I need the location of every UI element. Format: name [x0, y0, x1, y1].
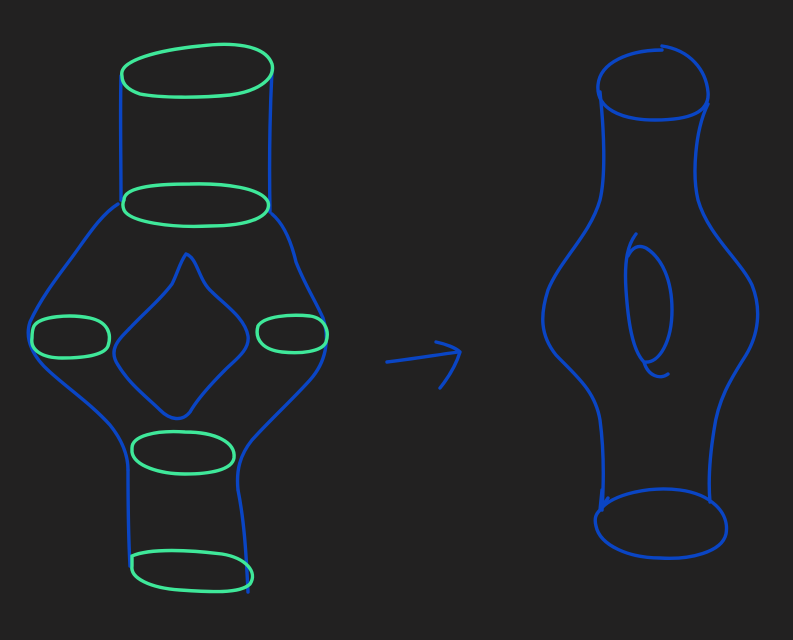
top-cylinder-right-side: [270, 70, 272, 212]
left-figure: [28, 44, 327, 592]
right-inner-hole-tail: [644, 362, 668, 377]
middle-body-outer-left: [28, 204, 128, 470]
top-cylinder-top-circle: [122, 44, 273, 97]
bottom-cylinder-top-circle: [132, 432, 234, 474]
right-bottom-circle: [595, 489, 726, 558]
left-side-circle: [32, 316, 110, 358]
arrow-head: [436, 342, 460, 388]
right-top-circle: [598, 46, 708, 120]
inner-diamond-hole: [114, 254, 248, 419]
bottom-cylinder-bottom-circle: [132, 551, 253, 592]
arrow-shaft: [387, 352, 458, 362]
top-cylinder-bottom-circle: [123, 184, 269, 227]
right-inner-hole: [625, 234, 672, 362]
right-side-circle: [257, 315, 327, 352]
bottom-cylinder-left-side: [128, 470, 130, 566]
right-body-right-side: [695, 104, 758, 502]
right-arrow-icon: [387, 342, 460, 388]
bottom-cylinder-right-side: [238, 490, 248, 592]
right-figure: [543, 46, 758, 558]
right-body-left-side: [543, 92, 604, 510]
